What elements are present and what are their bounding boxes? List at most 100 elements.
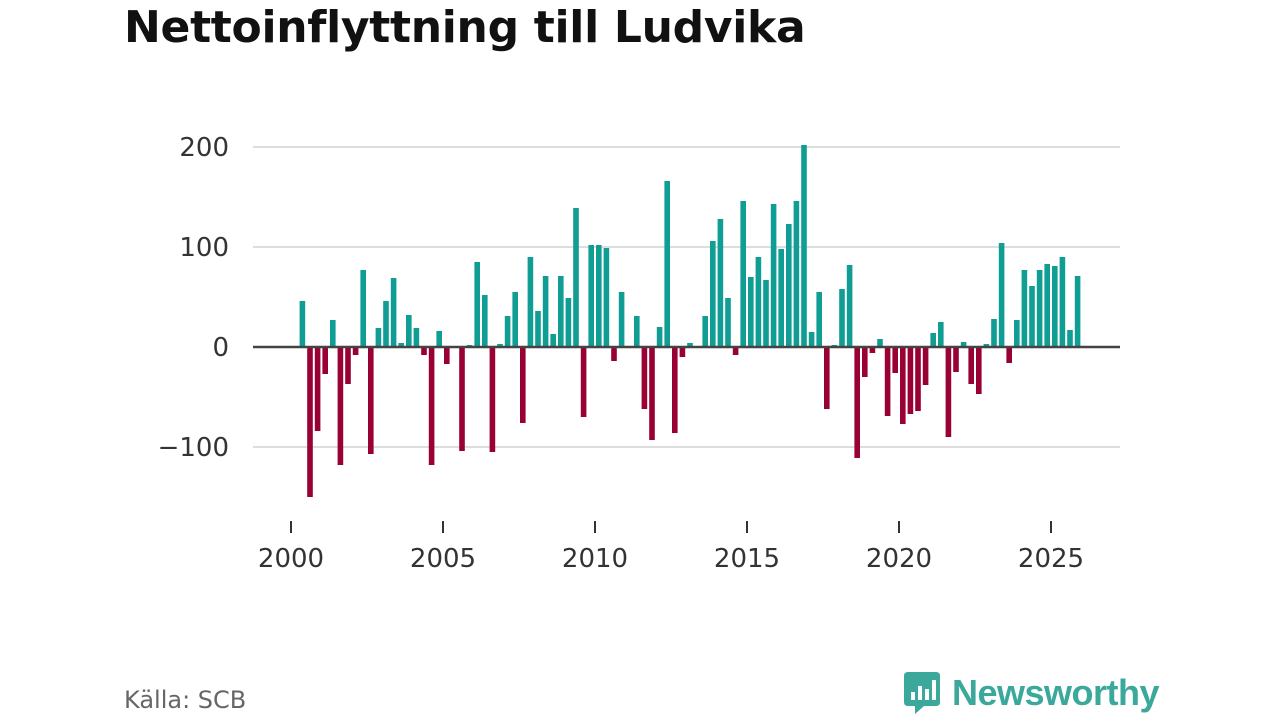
bar [1059, 257, 1066, 347]
bar [1029, 286, 1035, 347]
bar [763, 280, 769, 347]
x-tick-label: 2020 [866, 544, 932, 574]
bar [854, 347, 860, 458]
bar [869, 347, 876, 353]
bar [717, 219, 724, 347]
bar [884, 347, 891, 416]
bar [368, 347, 374, 454]
bar [520, 347, 526, 423]
bar [915, 347, 921, 411]
bar [428, 347, 435, 465]
bar [1014, 320, 1020, 347]
bar [482, 295, 488, 347]
bar [603, 248, 610, 347]
bar [573, 208, 579, 347]
bar [877, 339, 883, 347]
bar [892, 347, 898, 373]
bar [816, 292, 822, 347]
bar [976, 347, 982, 394]
grid-lines [253, 146, 1120, 448]
bar [413, 328, 420, 347]
bar [596, 245, 602, 347]
bar [337, 347, 344, 465]
bar [778, 249, 784, 347]
bar [786, 224, 792, 347]
bar [710, 241, 716, 347]
x-tick-label: 2005 [410, 544, 476, 574]
bar [991, 319, 997, 347]
bar [953, 347, 959, 372]
bar [824, 347, 830, 409]
bar [938, 322, 944, 347]
bar [656, 327, 663, 347]
bar [535, 311, 541, 347]
bar [801, 145, 807, 347]
bar [945, 347, 952, 437]
bar [755, 257, 762, 347]
brand-name: Newsworthy [952, 672, 1160, 713]
bar [808, 332, 815, 347]
bar [1021, 270, 1028, 347]
bar [542, 276, 549, 347]
bar [459, 347, 465, 451]
bar [634, 316, 640, 347]
y-tick-label: −100 [158, 433, 229, 463]
bar [421, 347, 427, 355]
bar [907, 347, 914, 414]
bar [983, 344, 990, 347]
bar [998, 243, 1005, 347]
bar [618, 292, 625, 347]
bar [748, 277, 754, 347]
bar [314, 347, 321, 431]
bar [489, 347, 496, 452]
bar [846, 265, 853, 347]
bar [793, 201, 800, 347]
bar [527, 257, 534, 347]
bar [1006, 347, 1012, 363]
bar [930, 333, 936, 347]
bar [641, 347, 648, 409]
bar [1044, 264, 1050, 347]
bar [740, 201, 746, 347]
brand-logo[interactable]: Newsworthy [902, 670, 1160, 716]
bar [702, 316, 708, 347]
bar [1074, 276, 1081, 347]
bar [862, 347, 868, 377]
bar [398, 343, 404, 347]
x-tick-label: 2010 [562, 544, 628, 574]
bar [360, 270, 366, 347]
bar [611, 347, 617, 361]
bar [299, 301, 306, 347]
bar [679, 347, 686, 357]
y-tick-label: 200 [179, 133, 229, 163]
bar [1067, 330, 1073, 347]
bar [352, 347, 359, 355]
bar [406, 315, 412, 347]
bar [550, 334, 556, 347]
bar [1052, 266, 1058, 347]
y-tick-label: 100 [179, 233, 229, 263]
bar [649, 347, 655, 440]
bar [968, 347, 974, 384]
bar [512, 292, 518, 347]
bar [770, 204, 777, 347]
bar [672, 347, 678, 433]
bar [444, 347, 450, 364]
bar [1036, 270, 1043, 347]
bar [390, 278, 397, 347]
x-tick-label: 2000 [258, 544, 324, 574]
bar [330, 320, 336, 347]
x-tick-label: 2015 [714, 544, 780, 574]
bar [588, 245, 594, 347]
bar [558, 276, 564, 347]
bar [664, 181, 670, 347]
bar [725, 298, 731, 347]
bar [732, 347, 739, 355]
newsworthy-logo-icon [904, 672, 940, 714]
bar [900, 347, 906, 424]
bar [383, 301, 389, 347]
bar [580, 347, 587, 417]
bar [960, 342, 967, 347]
bar [436, 331, 442, 347]
